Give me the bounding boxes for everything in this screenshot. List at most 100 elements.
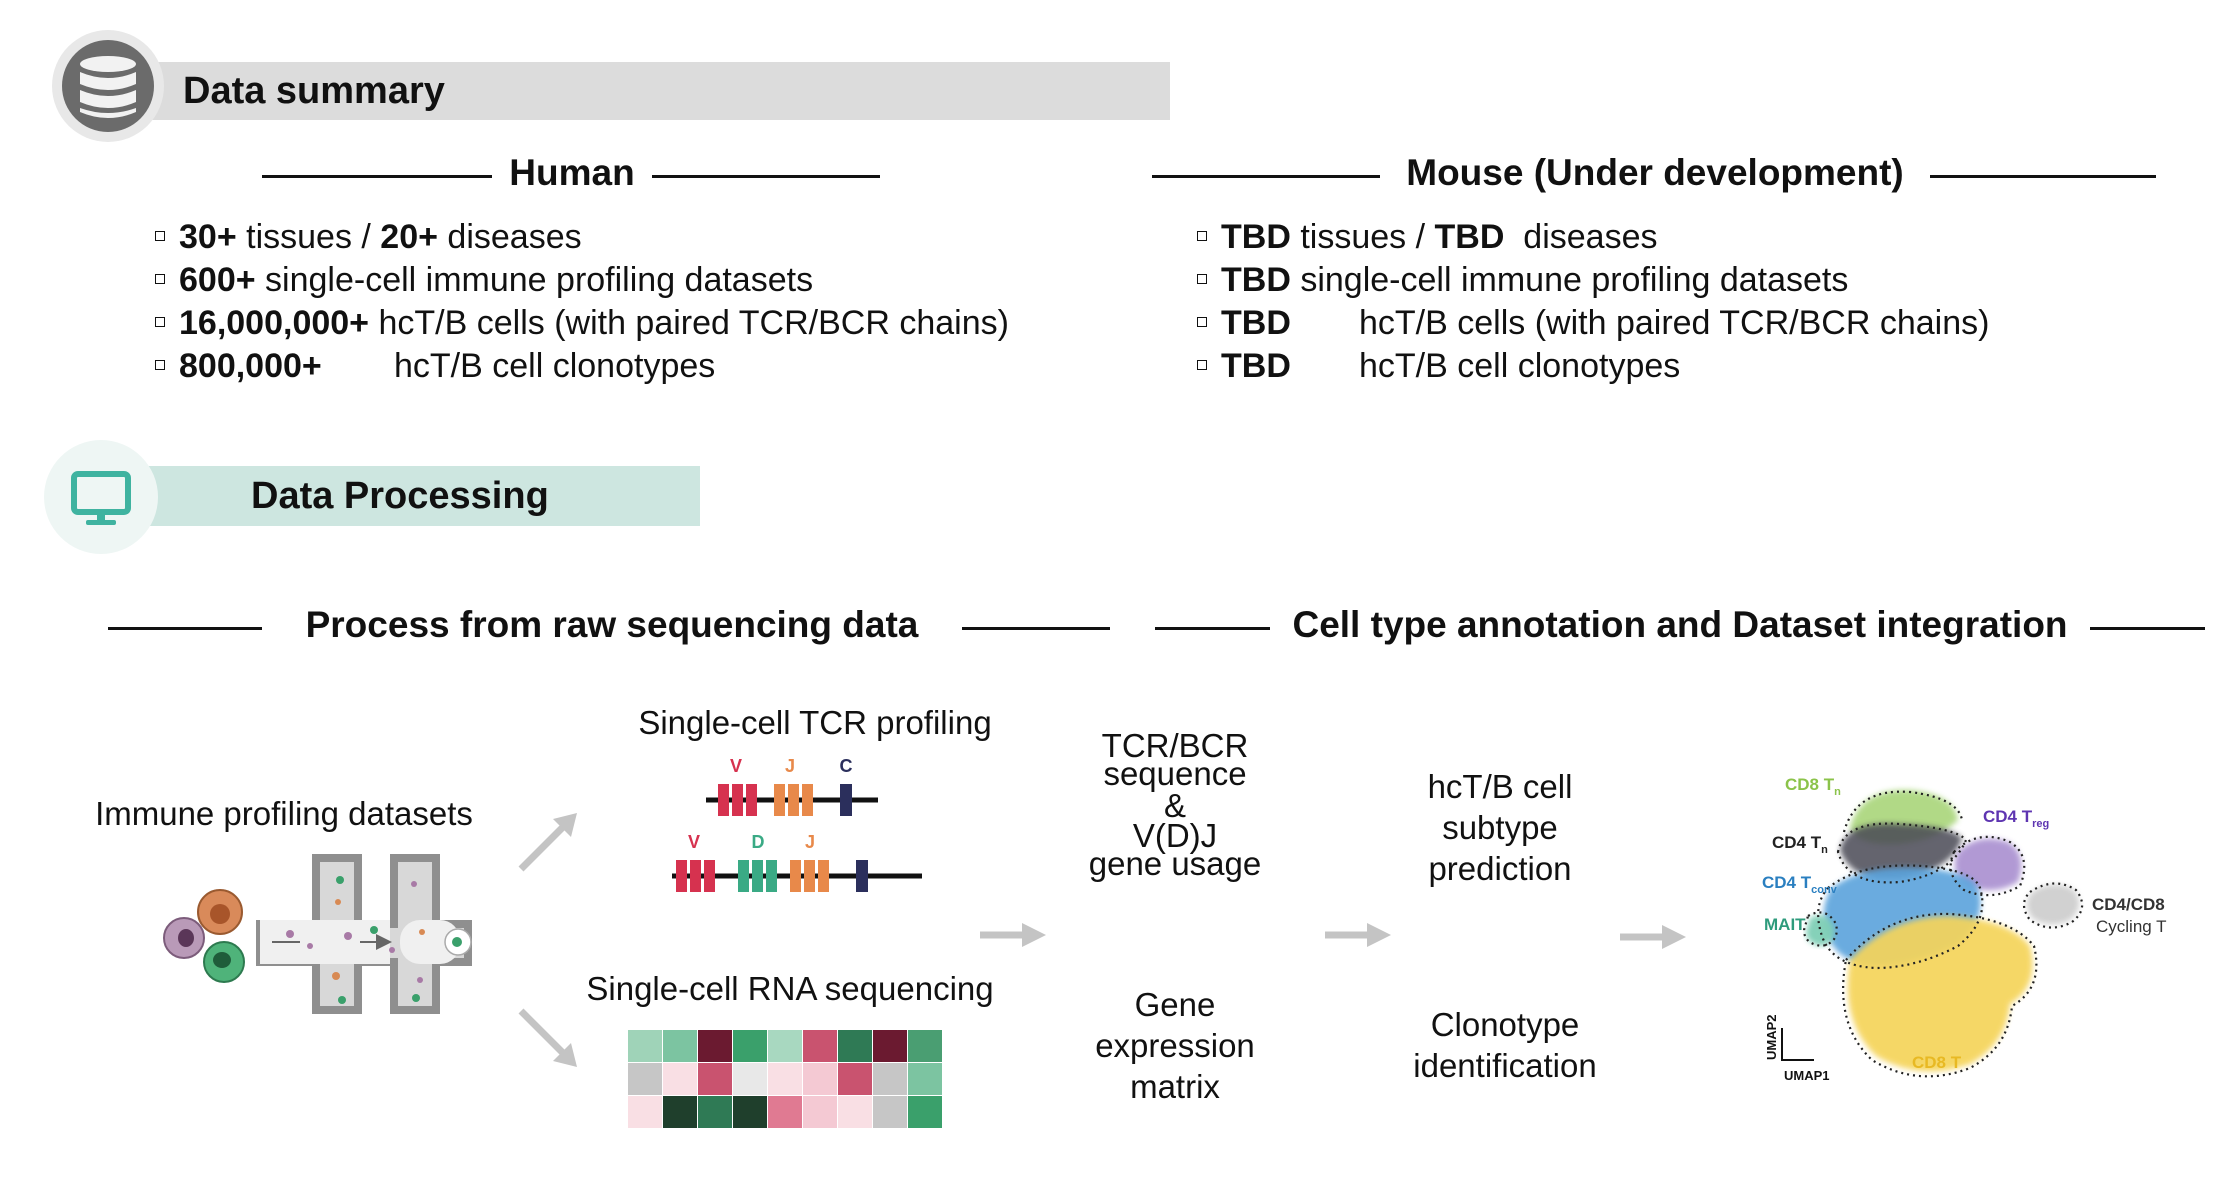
list-item: TBD hcT/B cells (with paired TCR/BCR chai… — [1197, 302, 1989, 345]
heatmap-cell — [803, 1030, 837, 1062]
arrow-down-right-icon — [518, 1008, 577, 1067]
umap-label-cycling-2: Cycling T — [2096, 917, 2167, 936]
bullet-icon — [155, 360, 165, 370]
arrow-right-icon — [980, 923, 1046, 947]
heatmap-cell — [838, 1096, 872, 1128]
heatmap-cell — [908, 1063, 942, 1095]
umap-label-mait: MAIT — [1764, 915, 1806, 934]
heatmap-cell — [733, 1096, 767, 1128]
annotation-heading: Cell type annotation and Dataset integra… — [1292, 604, 2068, 645]
data-processing-title: Data Processing — [251, 475, 549, 517]
heatmap-cell — [873, 1030, 907, 1062]
cluster-cd8-t — [1847, 916, 2033, 1072]
gene-label-j2: J — [805, 832, 815, 852]
list-item: 16,000,000+ hcT/B cells (with paired TCR… — [155, 302, 1009, 345]
gene-label-c1: C — [840, 756, 853, 776]
heatmap-cell — [663, 1030, 697, 1062]
list-item: TBD single-cell immune profiling dataset… — [1197, 259, 1989, 302]
heatmap-cell — [663, 1096, 697, 1128]
bullet-icon — [1197, 274, 1207, 284]
umap-label-cd4-tconv: CD4 Tconv — [1762, 873, 1838, 896]
heatmap-cell — [768, 1030, 802, 1062]
heatmap-cell — [768, 1063, 802, 1095]
arrow-right-icon — [1325, 923, 1391, 947]
umap-label-cd4-tn: CD4 Tn — [1772, 833, 1828, 856]
expression-heatmap-illustration — [628, 1030, 942, 1128]
arrow-right-icon — [1620, 925, 1686, 949]
heatmap-cell — [803, 1063, 837, 1095]
bullet-icon — [155, 274, 165, 284]
umap-ylabel: UMAP2 — [1764, 1014, 1779, 1060]
list-item: 800,000+ hcT/B cell clonotypes — [155, 345, 1009, 388]
rna-sequencing-label: Single-cell RNA sequencing — [586, 970, 994, 1007]
microfluidic-chip-illustration — [163, 854, 472, 1014]
database-icon — [52, 30, 164, 142]
cluster-cycling — [2027, 884, 2080, 925]
clonotype-identification-label: Clonotype identification — [1413, 1006, 1597, 1084]
heatmap-cell — [698, 1030, 732, 1062]
heatmap-cell — [908, 1096, 942, 1128]
heatmap-cell — [838, 1063, 872, 1095]
human-heading: Human — [509, 152, 635, 193]
tcr-bcr-output-label: TCR/BCR sequence & V(D)J gene usage — [1088, 727, 1262, 882]
gene-label-d2: D — [752, 832, 765, 852]
human-stats-list: 30+ tissues / 20+ diseases 600+ single-c… — [155, 216, 1009, 388]
human-rule-right — [652, 175, 880, 178]
subtype-prediction-label: hcT/B cell subtype prediction — [1427, 768, 1573, 887]
process-rule-left — [108, 627, 262, 630]
bullet-icon — [155, 317, 165, 327]
heatmap-cell — [873, 1063, 907, 1095]
heatmap-cell — [873, 1096, 907, 1128]
umap-label-cd4-treg: CD4 Treg — [1983, 807, 2049, 830]
bullet-icon — [1197, 360, 1207, 370]
process-rule-right — [962, 627, 1110, 630]
bullet-icon — [1197, 317, 1207, 327]
arrow-up-right-icon — [518, 813, 577, 872]
heatmap-cell — [838, 1030, 872, 1062]
data-summary-title: Data summary — [183, 70, 445, 112]
mouse-rule-left — [1152, 175, 1380, 178]
monitor-icon — [44, 440, 158, 554]
process-heading: Process from raw sequencing data — [305, 604, 919, 645]
list-item: 30+ tissues / 20+ diseases — [155, 216, 1009, 259]
bullet-icon — [155, 231, 165, 241]
human-rule-left — [262, 175, 492, 178]
data-processing-banner — [140, 466, 700, 526]
tcr-profiling-label: Single-cell TCR profiling — [638, 704, 992, 741]
mouse-stats-list: TBD tissues / TBD diseases TBD single-ce… — [1197, 216, 1989, 388]
heatmap-cell — [663, 1063, 697, 1095]
list-item: TBD tissues / TBD diseases — [1197, 216, 1989, 259]
umap-label-cd8-tn: CD8 Tn — [1785, 775, 1841, 798]
mouse-rule-right — [1930, 175, 2156, 178]
heatmap-cell — [733, 1030, 767, 1062]
heatmap-cell — [908, 1030, 942, 1062]
cluster-cd4-tn — [1840, 823, 1962, 879]
heatmap-cell — [698, 1063, 732, 1095]
umap-plot-illustration: CD8 Tn CD4 Treg CD4 Tn CD4 Tconv MAIT CD… — [1762, 775, 2167, 1083]
heatmap-cell — [628, 1030, 662, 1062]
heatmap-cell — [628, 1096, 662, 1128]
umap-label-cd8-t: CD8 T — [1912, 1053, 1962, 1072]
cluster-mait — [1806, 915, 1835, 946]
umap-label-cycling-1: CD4/CD8 — [2092, 895, 2165, 914]
heatmap-cell — [803, 1096, 837, 1128]
immune-datasets-label: Immune profiling datasets — [95, 795, 473, 832]
heatmap-cell — [698, 1096, 732, 1128]
list-item: 600+ single-cell immune profiling datase… — [155, 259, 1009, 302]
mouse-heading: Mouse (Under development) — [1406, 152, 1904, 193]
cluster-cd4-treg — [1954, 838, 2022, 891]
gene-expression-output-label: Gene expression matrix — [1095, 986, 1255, 1105]
umap-xlabel: UMAP1 — [1784, 1068, 1830, 1083]
annotation-rule-left — [1155, 627, 1270, 630]
gene-label-v2: V — [688, 832, 700, 852]
bullet-icon — [1197, 231, 1207, 241]
data-summary-banner — [140, 62, 1170, 120]
heatmap-cell — [768, 1096, 802, 1128]
gene-label-j1: J — [785, 756, 795, 776]
heatmap-cell — [733, 1063, 767, 1095]
list-item: TBD hcT/B cell clonotypes — [1197, 345, 1989, 388]
heatmap-cell — [628, 1063, 662, 1095]
annotation-rule-right — [2090, 627, 2205, 630]
gene-label-v1: V — [730, 756, 742, 776]
tcr-gene-segments-diagram: V J C V D J — [672, 756, 922, 892]
